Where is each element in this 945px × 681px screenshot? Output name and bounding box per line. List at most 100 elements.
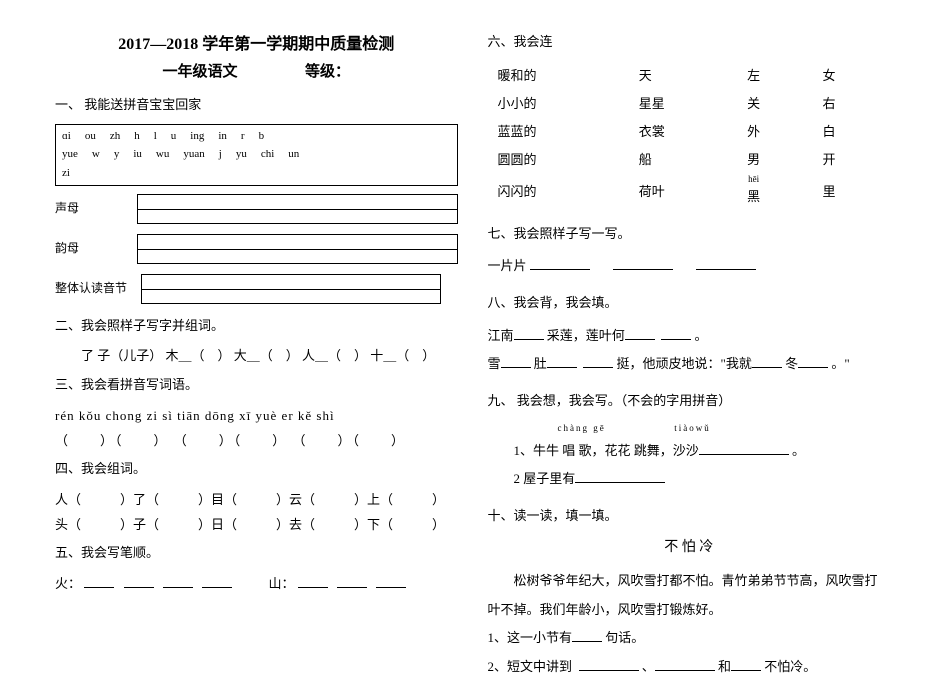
subject-label: 一年级语文: [162, 64, 237, 80]
text: 2 屋子里有: [514, 471, 576, 486]
section-6: 六、我会连 暖和的天左女 小小的星星关右 蓝蓝的衣裳外白 圆圆的船男开 闪闪的荷…: [488, 30, 891, 212]
match-cell: 圆圆的: [490, 147, 629, 173]
yunmu-writing-area[interactable]: [137, 234, 458, 264]
s5-shan-label: 山：: [269, 576, 295, 591]
text: 1、这一小节有: [488, 630, 573, 645]
section-9: 九、 我会想，我会写。（不会的字用拼音） chàng gē tiàowǔ 1、牛…: [488, 389, 891, 494]
match-cell: 外: [739, 119, 812, 145]
s9-line2: 2 屋子里有: [488, 465, 891, 494]
match-table: 暖和的天左女 小小的星星关右 蓝蓝的衣裳外白 圆圆的船男开 闪闪的荷叶hēi黑里: [488, 61, 891, 212]
pinyin-item: y: [114, 145, 120, 164]
ruby: chàng gē: [558, 423, 606, 433]
match-cell: 小小的: [490, 91, 629, 117]
s10-q1: 1、这一小节有 句话。: [488, 624, 891, 653]
shengmu-label: 声母: [55, 197, 131, 220]
text: 句话。: [605, 630, 644, 645]
text: 1、牛牛 唱 歌，花花 跳舞，沙沙: [514, 443, 699, 458]
pinyin-item: w: [92, 145, 100, 164]
ruby: tiàowǔ: [674, 423, 711, 433]
s9-ruby-line: chàng gē tiàowǔ: [488, 420, 891, 437]
s5-huo-label: 火：: [55, 576, 81, 591]
pinyin-item: j: [219, 145, 222, 164]
zhengti-label: 整体认读音节: [55, 277, 135, 300]
s3-heading: 三、我会看拼音写词语。: [55, 373, 458, 398]
s4-line2: 头（ ）子（ ）日（ ）去（ ）下（ ）: [55, 513, 458, 538]
match-cell: 蓝蓝的: [490, 119, 629, 145]
text: 挺，他顽皮地说："我就: [617, 356, 752, 371]
match-cell: 衣裳: [631, 119, 737, 145]
section-4: 四、我会组词。 人（ ）了（ ）目（ ）云（ ）上（ ） 头（ ）子（ ）日（ …: [55, 457, 458, 537]
match-row: 闪闪的荷叶hēi黑里: [490, 175, 889, 210]
s8-heading: 八、我会背，我会填。: [488, 291, 891, 316]
s10-para: 松树爷爷年纪大，风吹雪打都不怕。青竹弟弟节节高，风吹雪打叶不掉。我们年龄小，风吹…: [488, 567, 891, 624]
ruby-base: 黑: [747, 189, 760, 204]
pinyin-item: yue: [62, 145, 78, 164]
text: 采莲，莲叶何: [547, 328, 625, 343]
pinyin-item: b: [259, 127, 265, 146]
s3-blanks: （ ）（ ） （ ）（ ） （ ）（ ）: [55, 429, 458, 454]
section-2: 二、我会照样子写字并组词。 了 子（儿子） 木＿（ ） 大＿（ ） 人＿（ ） …: [55, 314, 458, 369]
pinyin-row-3: zi: [62, 164, 451, 183]
shengmu-row: 声母: [55, 194, 458, 224]
text: 2、短文中讲到: [488, 659, 573, 674]
yunmu-label: 韵母: [55, 237, 131, 260]
match-cell: 船: [631, 147, 737, 173]
match-cell: 关: [739, 91, 812, 117]
section-3: 三、我会看拼音写词语。 rén kǒu chong zi sì tiān dōn…: [55, 373, 458, 453]
pinyin-row-2: yue w y iu wu yuan j yu chi un: [62, 145, 451, 164]
s9-line1: 1、牛牛 唱 歌，花花 跳舞，沙沙 。: [488, 437, 891, 466]
text: 。": [831, 356, 849, 371]
section-8: 八、我会背，我会填。 江南 采莲，莲叶何 。 雪 肚 挺，他顽皮地说："我就 冬…: [488, 291, 891, 379]
s8-line1: 江南 采莲，莲叶何 。: [488, 322, 891, 351]
match-cell: 左: [739, 63, 812, 89]
text: 冬: [785, 356, 798, 371]
zhengti-writing-area[interactable]: [141, 274, 441, 304]
match-cell: 荷叶: [631, 175, 737, 210]
pinyin-item: iu: [133, 145, 142, 164]
match-cell: 闪闪的: [490, 175, 629, 210]
pinyin-item: l: [154, 127, 157, 146]
s10-title: 不 怕 冷: [488, 535, 891, 562]
pinyin-item: u: [171, 127, 177, 146]
s10-q2: 2、短文中讲到 、 和 不怕冷。: [488, 653, 891, 681]
match-cell: 男: [739, 147, 812, 173]
match-cell: 天: [631, 63, 737, 89]
match-cell: 星星: [631, 91, 737, 117]
text: 雪: [488, 356, 501, 371]
left-column: 2017—2018 学年第一学期期中质量检测 一年级语文 等级： 一、 我能送拼…: [40, 30, 473, 638]
s5-heading: 五、我会写笔顺。: [55, 541, 458, 566]
s5-line: 火： 山：: [55, 572, 458, 597]
ruby-text: hēi: [747, 175, 760, 184]
text: 肚: [534, 356, 547, 371]
section-7: 七、我会照样子写一写。 一片片: [488, 222, 891, 281]
s7-heading: 七、我会照样子写一写。: [488, 222, 891, 247]
match-cell: 白: [815, 119, 888, 145]
s10-heading: 十、读一读，填一填。: [488, 504, 891, 529]
main-title: 2017—2018 学年第一学期期中质量检测: [55, 30, 458, 54]
section-10: 十、读一读，填一填。 不 怕 冷 松树爷爷年纪大，风吹雪打都不怕。青竹弟弟节节高…: [488, 504, 891, 681]
match-cell-ruby: hēi 黑: [739, 175, 812, 210]
pinyin-item: yuan: [183, 145, 204, 164]
s4-line1: 人（ ）了（ ）目（ ）云（ ）上（ ）: [55, 488, 458, 513]
shengmu-writing-area[interactable]: [137, 194, 458, 224]
yunmu-row: 韵母: [55, 234, 458, 264]
grade-label: 等级：: [305, 64, 350, 80]
text: 和: [718, 659, 731, 674]
text: 江南: [488, 328, 514, 343]
match-cell: 女: [815, 63, 888, 89]
s2-example: 了 子（儿子） 木＿（ ） 大＿（ ） 人＿（ ） 十＿（ ）: [55, 344, 458, 369]
text: 。: [792, 443, 805, 458]
zhengti-row: 整体认读音节: [55, 274, 458, 304]
s7-line: 一片片: [488, 252, 891, 281]
match-row: 蓝蓝的衣裳外白: [490, 119, 889, 145]
pinyin-item: yu: [236, 145, 247, 164]
s2-heading: 二、我会照样子写字并组词。: [55, 314, 458, 339]
s8-line2: 雪 肚 挺，他顽皮地说："我就 冬 。": [488, 350, 891, 379]
s3-pinyin: rén kǒu chong zi sì tiān dōng xī yuè er …: [55, 404, 458, 429]
pinyin-item: h: [134, 127, 140, 146]
pinyin-item: un: [288, 145, 299, 164]
pinyin-item: ɑi: [62, 127, 71, 146]
match-cell: 暖和的: [490, 63, 629, 89]
right-column: 六、我会连 暖和的天左女 小小的星星关右 蓝蓝的衣裳外白 圆圆的船男开 闪闪的荷…: [473, 30, 906, 638]
pinyin-row-1: ɑi ou zh h l u ing in r b: [62, 127, 451, 146]
